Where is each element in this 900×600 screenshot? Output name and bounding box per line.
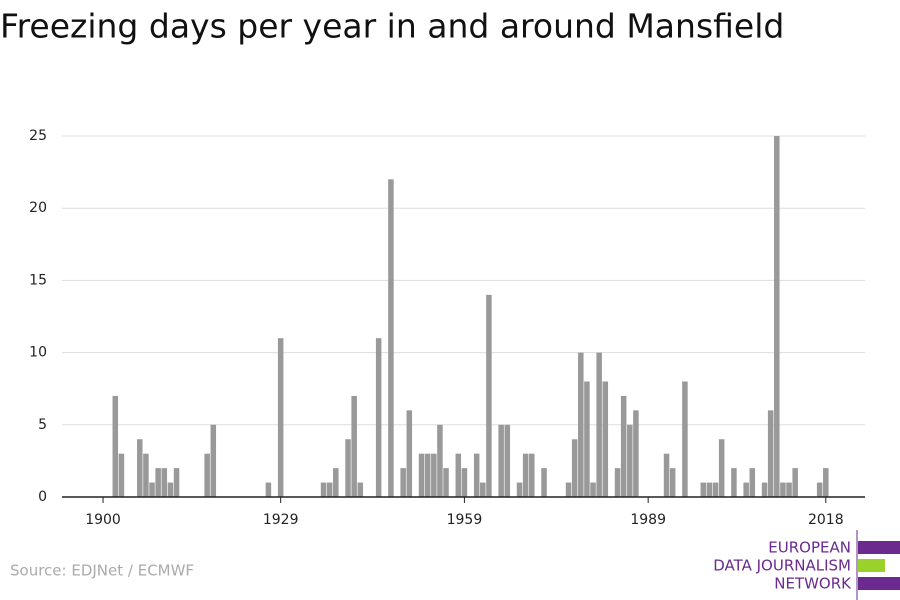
bar [118, 453, 125, 497]
y-tick-label: 15 [29, 272, 47, 288]
bar [633, 410, 639, 497]
bar [823, 468, 829, 497]
bar [480, 482, 486, 497]
chart-title: Freezing days per year in and around Man… [0, 7, 784, 46]
bar [149, 482, 155, 497]
bar [173, 468, 180, 497]
bar [663, 453, 670, 497]
bar [418, 453, 425, 497]
bar [167, 482, 174, 497]
bar [437, 424, 443, 497]
bar [406, 410, 413, 497]
bar [345, 439, 351, 497]
bar [627, 424, 633, 497]
logo-text: EUROPEAN [768, 539, 851, 557]
bar [571, 439, 578, 497]
bar [326, 482, 333, 497]
bar [388, 179, 394, 497]
y-tick-label: 10 [29, 345, 47, 361]
bar [682, 381, 688, 497]
y-tick-label: 0 [38, 489, 47, 505]
bar [143, 453, 149, 497]
bar [210, 424, 217, 497]
bar [265, 482, 272, 497]
bar [277, 338, 284, 497]
bar [204, 453, 210, 497]
logo-bar [858, 577, 900, 590]
bar [155, 468, 161, 497]
bar [112, 395, 119, 497]
bar [620, 395, 627, 497]
bar [669, 468, 676, 497]
bar [443, 468, 449, 497]
x-tick-label: 1989 [630, 512, 666, 528]
bar [486, 294, 492, 497]
bar [792, 468, 798, 497]
x-tick-label: 1929 [263, 512, 299, 528]
bar [424, 453, 431, 497]
bar [461, 468, 468, 497]
bar [731, 468, 737, 497]
bar [786, 482, 792, 497]
bar [749, 468, 756, 497]
bar [718, 439, 725, 497]
bar [700, 482, 707, 497]
bar [320, 482, 327, 497]
x-tick-label: 1900 [85, 512, 121, 528]
bar [590, 482, 596, 497]
bar [584, 381, 590, 497]
bar [473, 453, 480, 497]
bar [712, 482, 719, 497]
bar [431, 453, 437, 497]
bar [541, 468, 547, 497]
bar [767, 410, 774, 497]
bar [602, 381, 609, 497]
bar [578, 352, 584, 497]
bar [706, 482, 713, 497]
bar [780, 482, 786, 497]
bar [529, 453, 535, 497]
source: Source: EDJNet / ECMWF [10, 562, 194, 580]
bar [743, 482, 749, 497]
logo-text: NETWORK [774, 575, 852, 593]
bar [516, 482, 523, 497]
bar [333, 468, 339, 497]
bar [614, 468, 621, 497]
bar [455, 453, 462, 497]
y-tick-label: 25 [29, 128, 47, 144]
logo-text: DATA JOURNALISM [713, 557, 851, 575]
bar [596, 352, 602, 497]
y-tick-label: 20 [29, 200, 47, 216]
logo-bar [858, 541, 900, 554]
bar [351, 395, 357, 497]
bar [161, 468, 168, 497]
bar [761, 482, 768, 497]
bar [522, 453, 529, 497]
logo-bar [858, 559, 885, 572]
bar [816, 482, 823, 497]
bar [400, 468, 406, 497]
bar [137, 439, 143, 497]
x-tick-label: 1959 [447, 512, 483, 528]
bar [375, 338, 382, 497]
x-tick-label: 2018 [808, 512, 844, 528]
bar [357, 482, 364, 497]
bar [774, 136, 780, 497]
bar [565, 482, 572, 497]
bar [504, 424, 511, 497]
bar [498, 424, 504, 497]
y-tick-label: 5 [38, 417, 47, 433]
